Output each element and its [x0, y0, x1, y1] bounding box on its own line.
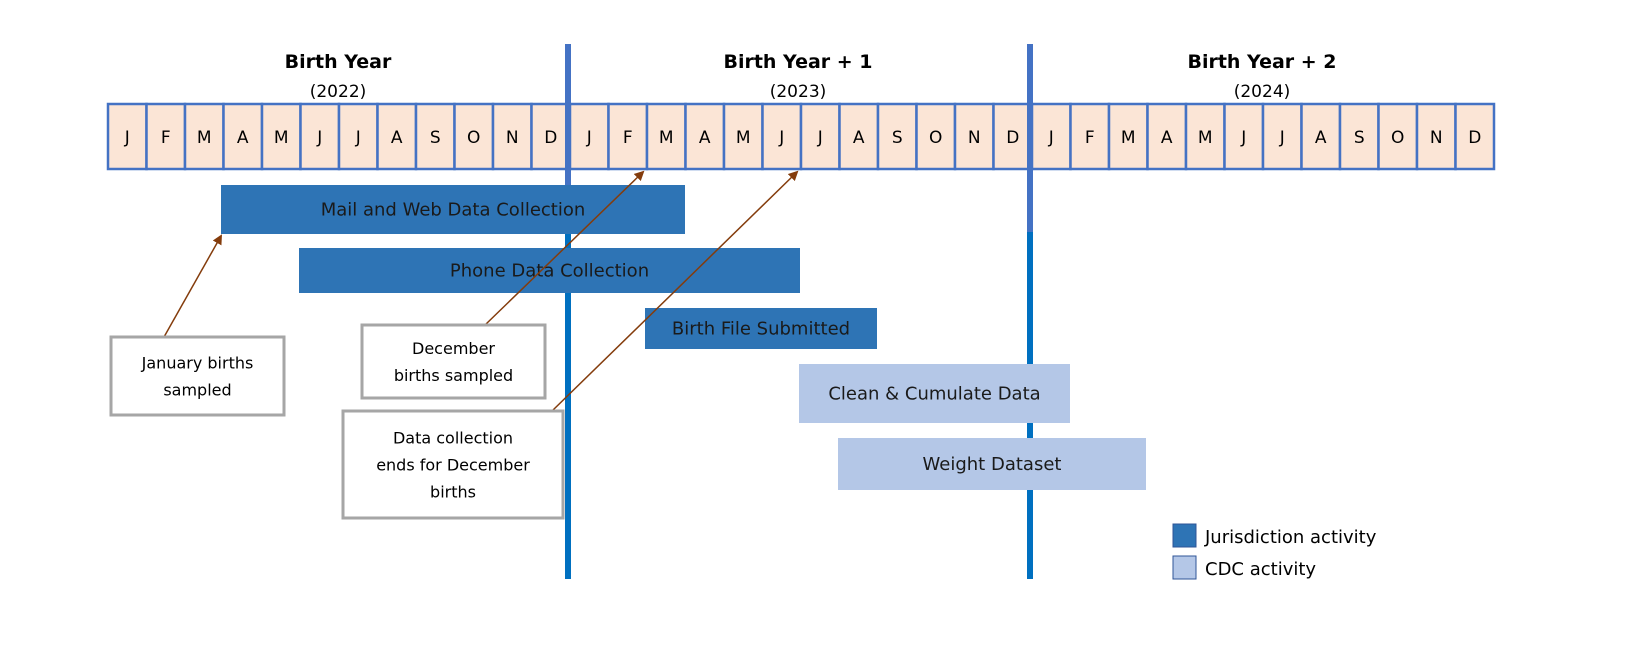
- month-cell: [876, 102, 918, 171]
- callout-text: ends for December: [376, 456, 530, 475]
- month-label: J: [1240, 128, 1246, 148]
- month-label: S: [1354, 128, 1365, 148]
- month-cell: [1261, 102, 1303, 171]
- month-cell: [1107, 102, 1149, 171]
- activity-bar: [645, 308, 877, 349]
- year-label: (2023): [770, 82, 827, 102]
- month-cell: [376, 102, 418, 171]
- month-cell: [530, 102, 572, 171]
- activity-bar: [838, 438, 1146, 490]
- legend-swatch: [1172, 555, 1197, 580]
- activity-bar: [799, 364, 1070, 423]
- month-label: A: [391, 128, 403, 148]
- month-label: M: [274, 128, 289, 148]
- callout-box: [360, 323, 547, 400]
- year-title: Birth Year + 2: [1187, 51, 1336, 73]
- activity-bar-label: Phone Data Collection: [450, 261, 649, 282]
- activity-bar-label: Weight Dataset: [923, 454, 1062, 475]
- month-label: A: [237, 128, 249, 148]
- month-cell: [337, 102, 379, 171]
- month-cell: [106, 102, 148, 171]
- month-label: A: [699, 128, 711, 148]
- month-label: D: [1468, 128, 1481, 148]
- month-label: O: [1391, 128, 1404, 148]
- month-label: J: [1279, 128, 1285, 148]
- month-label: D: [1006, 128, 1019, 148]
- year-title: Birth Year + 1: [723, 51, 872, 73]
- legend-label: CDC activity: [1205, 559, 1316, 580]
- month-cell: [183, 102, 225, 171]
- activity-bar-label: Mail and Web Data Collection: [321, 200, 586, 221]
- month-label: M: [1198, 128, 1213, 148]
- activity-bar: [221, 185, 685, 234]
- year-label: (2022): [310, 82, 367, 102]
- month-label: S: [430, 128, 441, 148]
- month-cell: [1184, 102, 1226, 171]
- callout: January births sampled: [109, 234, 286, 417]
- month-cell: [799, 102, 841, 171]
- month-cell: [1415, 102, 1457, 171]
- activity-bar-label: Birth File Submitted: [672, 319, 850, 340]
- activity-bar-label: Clean & Cumulate Data: [828, 384, 1040, 405]
- month-cell: [1454, 102, 1496, 171]
- month-label: M: [736, 128, 751, 148]
- month-cell: [722, 102, 764, 171]
- callout-box: [109, 335, 286, 417]
- callout: Data collection ends for December births: [341, 170, 799, 520]
- month-cell: [145, 102, 187, 171]
- callout-text: sampled: [163, 381, 231, 400]
- month-label: S: [892, 128, 903, 148]
- month-label: A: [1315, 128, 1327, 148]
- month-label: F: [623, 128, 633, 148]
- month-label: F: [1085, 128, 1095, 148]
- callout-box: [341, 409, 565, 520]
- legend-swatch: [1172, 523, 1197, 548]
- month-label: J: [124, 128, 130, 148]
- callout-text: births: [430, 483, 476, 502]
- callout-arrow: [484, 170, 645, 326]
- month-label: N: [506, 128, 519, 148]
- month-label: J: [817, 128, 823, 148]
- month-label: J: [1048, 128, 1054, 148]
- month-cell: [1030, 102, 1072, 171]
- month-label: M: [659, 128, 674, 148]
- month-label: J: [355, 128, 361, 148]
- month-label: O: [929, 128, 942, 148]
- activity-bar: [299, 248, 800, 293]
- callout-text: January births: [141, 354, 254, 373]
- month-label: F: [161, 128, 171, 148]
- month-label: J: [586, 128, 592, 148]
- year-label: (2024): [1234, 82, 1291, 102]
- callout-arrow: [163, 234, 222, 338]
- month-cell: [1377, 102, 1419, 171]
- month-label: N: [968, 128, 981, 148]
- year-title: Birth Year: [285, 51, 392, 73]
- month-label: M: [197, 128, 212, 148]
- callout: December births sampled: [360, 170, 645, 400]
- month-label: J: [316, 128, 322, 148]
- month-label: M: [1121, 128, 1136, 148]
- callout-text: births sampled: [394, 366, 513, 385]
- month-cell: [414, 102, 456, 171]
- month-cell: [568, 102, 610, 171]
- month-cell: [1146, 102, 1188, 171]
- callout-text: December: [412, 339, 495, 358]
- month-label: A: [853, 128, 865, 148]
- month-cell: [453, 102, 495, 171]
- callout-arrow: [551, 170, 799, 412]
- month-label: J: [778, 128, 784, 148]
- month-label: A: [1161, 128, 1173, 148]
- month-cell: [684, 102, 726, 171]
- callout-text: Data collection: [393, 429, 513, 448]
- month-label: N: [1430, 128, 1443, 148]
- legend-label: Jurisdiction activity: [1204, 527, 1377, 548]
- month-cell: [953, 102, 995, 171]
- month-cell: [838, 102, 880, 171]
- month-label: O: [467, 128, 480, 148]
- month-label: D: [544, 128, 557, 148]
- month-cell: [260, 102, 302, 171]
